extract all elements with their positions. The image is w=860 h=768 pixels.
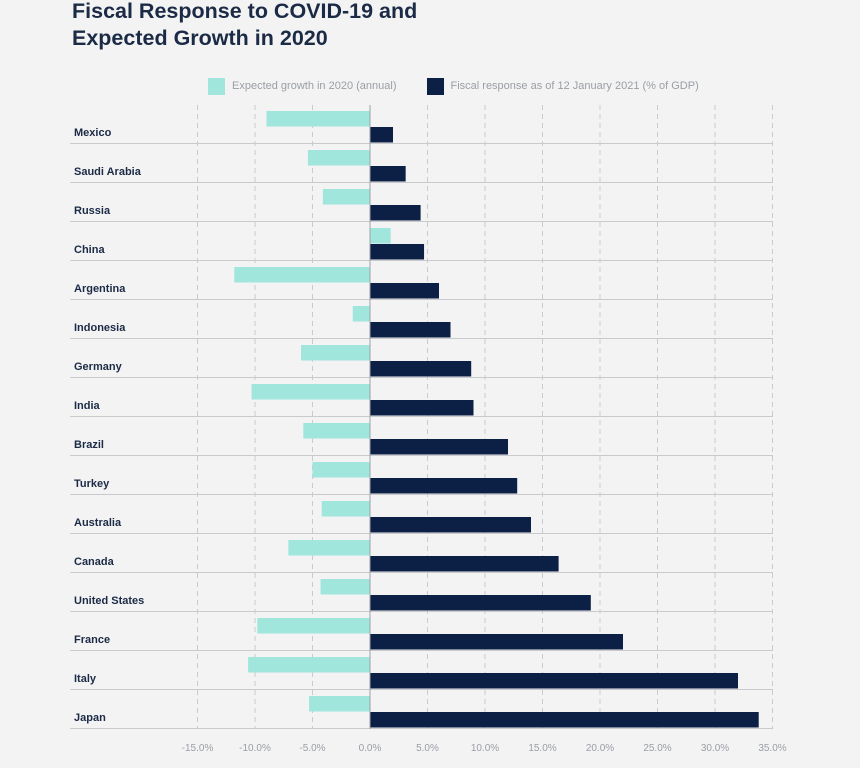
growth-bar — [248, 657, 370, 673]
x-tick-label: -15.0% — [182, 743, 214, 754]
fiscal-bar — [370, 517, 531, 533]
chart-title: Fiscal Response to COVID-19 and Expected… — [72, 0, 417, 52]
category-label: Indonesia — [74, 322, 126, 334]
growth-bar — [321, 501, 370, 517]
category-label: Canada — [74, 556, 115, 568]
growth-bar — [288, 540, 370, 556]
category-label: Brazil — [74, 439, 104, 451]
legend-item-fiscal: Fiscal response as of 12 January 2021 (%… — [426, 77, 699, 95]
fiscal-bar — [370, 439, 508, 455]
chart-title-line-2: Expected Growth in 2020 — [72, 26, 328, 50]
fiscal-bar — [370, 556, 559, 572]
fiscal-bar — [370, 400, 474, 416]
growth-bar — [312, 462, 370, 478]
chart-title-line-1: Fiscal Response to COVID-19 and — [72, 0, 418, 23]
fiscal-bar — [370, 712, 759, 728]
growth-bar — [303, 423, 370, 439]
x-tick-label: 20.0% — [586, 743, 614, 754]
x-tick-label: 25.0% — [643, 743, 671, 754]
legend-label-growth: Expected growth in 2020 (annual) — [232, 80, 397, 92]
growth-bar — [309, 696, 370, 712]
fiscal-bar — [370, 361, 472, 377]
x-tick-label: 5.0% — [416, 743, 439, 754]
category-label: China — [74, 244, 105, 256]
category-label: Australia — [74, 517, 122, 529]
x-tick-label: 0.0% — [359, 743, 382, 754]
legend-label-fiscal: Fiscal response as of 12 January 2021 (%… — [450, 80, 699, 92]
x-tick-label: 15.0% — [528, 743, 556, 754]
category-label: Italy — [74, 673, 97, 685]
legend-swatch-growth — [208, 77, 225, 95]
fiscal-bar — [370, 205, 421, 221]
fiscal-bar — [370, 595, 591, 611]
growth-bar — [234, 267, 370, 283]
fiscal-bar — [370, 166, 406, 182]
category-label: Germany — [74, 361, 123, 373]
category-label: France — [74, 634, 110, 646]
growth-bar — [251, 384, 370, 400]
fiscal-bar — [370, 127, 393, 143]
growth-bar — [266, 111, 370, 127]
x-tick-label: 10.0% — [471, 743, 499, 754]
growth-bar — [301, 345, 370, 361]
fiscal-bar — [370, 244, 425, 260]
x-tick-label: 30.0% — [701, 743, 729, 754]
growth-bar — [320, 579, 370, 595]
growth-bar — [307, 150, 370, 166]
category-label: Argentina — [74, 283, 126, 295]
category-label: Japan — [74, 712, 106, 724]
fiscal-bar — [370, 478, 518, 494]
growth-bar — [352, 306, 370, 322]
category-label: Russia — [74, 205, 111, 217]
category-label: Turkey — [74, 478, 110, 490]
x-tick-label: 35.0% — [758, 743, 786, 754]
category-label: India — [74, 400, 101, 412]
fiscal-bar — [370, 322, 451, 338]
x-tick-label: -10.0% — [239, 743, 271, 754]
chart-legend: Expected growth in 2020 (annual) Fiscal … — [208, 77, 729, 95]
fiscal-bar — [370, 634, 623, 650]
category-label: United States — [74, 595, 144, 607]
growth-bar — [322, 189, 370, 205]
fiscal-bar — [370, 283, 439, 299]
legend-swatch-fiscal — [426, 77, 444, 95]
growth-bar — [257, 618, 370, 634]
legend-item-growth: Expected growth in 2020 (annual) — [208, 77, 397, 95]
category-label: Mexico — [74, 127, 112, 139]
growth-bar — [370, 228, 391, 244]
x-tick-label: -5.0% — [299, 743, 325, 754]
fiscal-bar — [370, 673, 738, 689]
category-label: Saudi Arabia — [74, 166, 142, 178]
